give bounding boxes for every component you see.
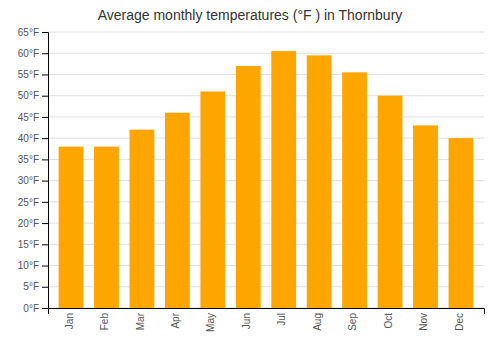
- tick-label: Dec: [454, 313, 465, 331]
- grid-line: [48, 74, 484, 75]
- tick-mark: [42, 159, 48, 160]
- tick-label: 5°F: [23, 281, 39, 292]
- tick-mark: [42, 223, 48, 224]
- tick-label: 65°F: [18, 27, 39, 38]
- axis-line: [42, 33, 49, 309]
- bar: [165, 113, 190, 308]
- bar: [378, 96, 403, 308]
- tick-mark: [42, 96, 48, 97]
- tick: 45°F: [18, 112, 48, 123]
- tick-label: 55°F: [18, 69, 39, 80]
- bar: [200, 91, 225, 308]
- y-axis: 0°F 5°F 10°F 15°F 20°F 25°F 30°F 35°F 40°F 45°F 50…: [18, 27, 49, 314]
- tick-mark: [42, 117, 48, 118]
- grid-line: [48, 116, 484, 117]
- tick-label: 50°F: [18, 90, 39, 101]
- tick-label: Aug: [312, 313, 323, 331]
- tick: 40°F: [18, 133, 48, 144]
- tick: Mar: [135, 312, 146, 330]
- tick-label: Apr: [170, 312, 181, 328]
- tick-label: 35°F: [18, 154, 39, 165]
- tick-label: 25°F: [18, 197, 39, 208]
- tick-label: 60°F: [18, 48, 39, 59]
- tick-mark: [42, 308, 48, 309]
- tick-mark: [42, 181, 48, 182]
- bar: [413, 125, 438, 308]
- chart: 0°F 5°F 10°F 15°F 20°F 25°F 30°F 35°F 40°F 45°F 50…: [0, 0, 500, 350]
- grid-line: [48, 53, 484, 54]
- tick: 55°F: [18, 69, 48, 80]
- tick: May: [205, 313, 216, 332]
- tick: 30°F: [18, 175, 48, 186]
- grid-line: [48, 32, 484, 33]
- tick-label: 30°F: [18, 175, 39, 186]
- tick-label: Nov: [418, 313, 429, 331]
- tick: 10°F: [18, 260, 48, 271]
- grid: [48, 32, 484, 308]
- bar: [449, 138, 474, 308]
- tick-label: Mar: [135, 312, 146, 330]
- tick: Jan: [64, 313, 75, 329]
- tick-label: 40°F: [18, 133, 39, 144]
- tick-label: Jun: [241, 313, 252, 329]
- plot: 0°F 5°F 10°F 15°F 20°F 25°F 30°F 35°F 40°F 45°F 50…: [18, 27, 485, 332]
- tick: 5°F: [23, 281, 48, 292]
- bar: [94, 147, 119, 308]
- tick-mark: [42, 138, 48, 139]
- bar: [59, 147, 84, 308]
- tick-label: Jul: [276, 313, 287, 326]
- tick: Jun: [241, 313, 252, 329]
- tick-label: 10°F: [18, 260, 39, 271]
- tick-label: 0°F: [23, 303, 39, 314]
- tick: 65°F: [18, 27, 48, 38]
- tick-mark: [42, 244, 48, 245]
- tick: Aug: [312, 313, 323, 331]
- tick: Jul: [276, 313, 287, 326]
- bars: [59, 51, 474, 308]
- tick: Apr: [170, 312, 181, 328]
- tick-label: 45°F: [18, 112, 39, 123]
- tick: Nov: [418, 313, 429, 331]
- tick-label: Feb: [99, 313, 110, 331]
- tick-mark: [42, 32, 48, 33]
- tick: 60°F: [18, 48, 48, 59]
- tick-label: 15°F: [18, 239, 39, 250]
- tick: 50°F: [18, 90, 48, 101]
- bar: [342, 72, 367, 308]
- tick: Dec: [454, 313, 465, 331]
- tick-mark: [42, 74, 48, 75]
- bar: [307, 55, 332, 308]
- tick-label: 20°F: [18, 218, 39, 229]
- tick: Sep: [347, 313, 358, 331]
- tick: 15°F: [18, 239, 48, 250]
- tick: Oct: [383, 313, 394, 329]
- tick: 20°F: [18, 218, 48, 229]
- x-axis: Jan Feb Mar Apr May Jun Jul Aug Sep Oct Nov Dec: [49, 309, 485, 332]
- tick-label: Oct: [383, 313, 394, 329]
- tick-mark: [42, 53, 48, 54]
- bar: [271, 51, 296, 308]
- tick-mark: [42, 202, 48, 203]
- tick: 25°F: [18, 197, 48, 208]
- tick-label: Jan: [64, 313, 75, 329]
- tick: 0°F: [23, 303, 48, 314]
- tick: 35°F: [18, 154, 48, 165]
- tick: Feb: [99, 313, 110, 331]
- tick-mark: [42, 287, 48, 288]
- tick-label: May: [205, 313, 216, 332]
- grid-line: [48, 95, 484, 96]
- tick-mark: [42, 266, 48, 267]
- tick-label: Sep: [347, 313, 358, 331]
- bar: [130, 130, 155, 308]
- bar: [236, 66, 261, 308]
- title: Average monthly temperatures (°F ) in Th…: [98, 7, 403, 23]
